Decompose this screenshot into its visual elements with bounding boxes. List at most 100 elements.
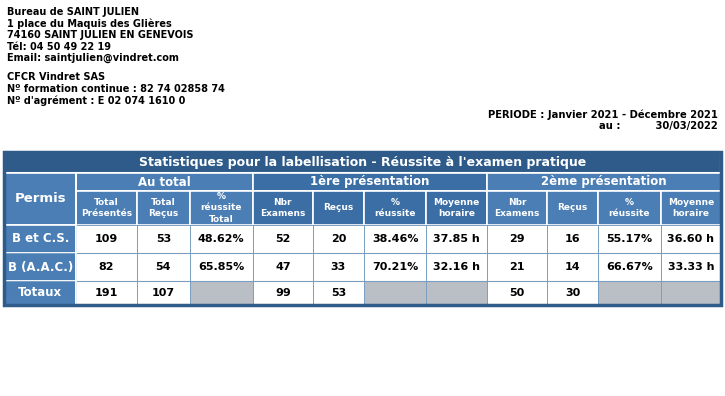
Text: Reçus: Reçus bbox=[558, 204, 588, 213]
Text: 99: 99 bbox=[275, 288, 291, 298]
Text: Permis: Permis bbox=[14, 192, 66, 206]
Bar bbox=[4, 253, 76, 281]
Text: 50: 50 bbox=[510, 288, 525, 298]
Bar bbox=[4, 173, 76, 225]
Bar bbox=[547, 225, 598, 253]
Bar bbox=[486, 191, 547, 225]
Bar bbox=[313, 253, 364, 281]
Bar bbox=[313, 225, 364, 253]
Bar bbox=[252, 191, 313, 225]
Bar bbox=[486, 173, 721, 191]
Bar bbox=[598, 253, 660, 281]
Text: 48.62%: 48.62% bbox=[198, 234, 244, 244]
Text: %
réussite: % réussite bbox=[608, 198, 650, 218]
Text: 38.46%: 38.46% bbox=[372, 234, 418, 244]
Text: Nº formation continue : 82 74 02858 74: Nº formation continue : 82 74 02858 74 bbox=[7, 84, 225, 94]
Bar bbox=[598, 281, 660, 305]
Bar bbox=[4, 281, 76, 305]
Text: 74160 SAINT JULIEN EN GENEVOIS: 74160 SAINT JULIEN EN GENEVOIS bbox=[7, 30, 194, 40]
Bar bbox=[364, 253, 426, 281]
Bar bbox=[76, 173, 252, 191]
Text: 16: 16 bbox=[565, 234, 580, 244]
Bar bbox=[190, 191, 252, 225]
Bar bbox=[137, 191, 190, 225]
Text: 2ème présentation: 2ème présentation bbox=[541, 175, 667, 188]
Text: Au total: Au total bbox=[138, 175, 191, 188]
Text: 66.67%: 66.67% bbox=[606, 262, 653, 272]
Bar bbox=[426, 191, 486, 225]
Text: 36.60 h: 36.60 h bbox=[667, 234, 714, 244]
Text: Statistiques pour la labellisation - Réussite à l'examen pratique: Statistiques pour la labellisation - Réu… bbox=[139, 156, 586, 169]
Bar bbox=[252, 281, 313, 305]
Bar bbox=[137, 253, 190, 281]
Text: 65.85%: 65.85% bbox=[198, 262, 244, 272]
Bar bbox=[76, 191, 137, 225]
Bar bbox=[426, 253, 486, 281]
Bar bbox=[364, 225, 426, 253]
Text: 53: 53 bbox=[156, 234, 171, 244]
Bar bbox=[190, 281, 252, 305]
Text: 1 place du Maquis des Glières: 1 place du Maquis des Glières bbox=[7, 19, 172, 29]
Bar bbox=[486, 253, 547, 281]
Bar bbox=[76, 281, 137, 305]
Bar bbox=[190, 225, 252, 253]
Text: 55.17%: 55.17% bbox=[606, 234, 653, 244]
Text: Reçus: Reçus bbox=[323, 204, 354, 213]
Bar bbox=[598, 191, 660, 225]
Bar bbox=[4, 152, 721, 173]
Text: %
réussite: % réussite bbox=[374, 198, 416, 218]
Text: 20: 20 bbox=[331, 234, 346, 244]
Text: 109: 109 bbox=[95, 234, 118, 244]
Bar bbox=[4, 152, 721, 305]
Text: Moyenne
horaire: Moyenne horaire bbox=[434, 198, 480, 218]
Text: 1ère présentation: 1ère présentation bbox=[310, 175, 429, 188]
Bar bbox=[598, 225, 660, 253]
Bar bbox=[364, 191, 426, 225]
Bar bbox=[137, 281, 190, 305]
Text: 32.16 h: 32.16 h bbox=[433, 262, 480, 272]
Text: PERIODE : Janvier 2021 - Décembre 2021: PERIODE : Janvier 2021 - Décembre 2021 bbox=[488, 109, 718, 120]
Text: 47: 47 bbox=[275, 262, 291, 272]
Text: Bureau de SAINT JULIEN: Bureau de SAINT JULIEN bbox=[7, 7, 139, 17]
Text: %
réussite
Total: % réussite Total bbox=[201, 192, 242, 224]
Text: 33: 33 bbox=[331, 262, 346, 272]
Text: 52: 52 bbox=[276, 234, 291, 244]
Bar bbox=[486, 281, 547, 305]
Text: 82: 82 bbox=[99, 262, 115, 272]
Bar bbox=[313, 281, 364, 305]
Bar bbox=[547, 281, 598, 305]
Text: Nº d'agrément : E 02 074 1610 0: Nº d'agrément : E 02 074 1610 0 bbox=[7, 95, 186, 106]
Bar bbox=[426, 225, 486, 253]
Bar bbox=[660, 225, 721, 253]
Bar bbox=[313, 191, 364, 225]
Bar bbox=[137, 225, 190, 253]
Bar bbox=[190, 253, 252, 281]
Text: 37.85 h: 37.85 h bbox=[434, 234, 480, 244]
Text: Total
Présentés: Total Présentés bbox=[81, 198, 132, 218]
Text: au :          30/03/2022: au : 30/03/2022 bbox=[600, 120, 718, 131]
Text: 30: 30 bbox=[565, 288, 580, 298]
Text: CFCR Vindret SAS: CFCR Vindret SAS bbox=[7, 72, 105, 82]
Bar bbox=[76, 225, 137, 253]
Text: 191: 191 bbox=[95, 288, 118, 298]
Bar bbox=[252, 225, 313, 253]
Text: B (A.A.C.): B (A.A.C.) bbox=[7, 261, 73, 274]
Text: Total
Reçus: Total Reçus bbox=[148, 198, 178, 218]
Bar bbox=[660, 191, 721, 225]
Text: Moyenne
horaire: Moyenne horaire bbox=[668, 198, 714, 218]
Text: 29: 29 bbox=[509, 234, 525, 244]
Text: Tél: 04 50 49 22 19: Tél: 04 50 49 22 19 bbox=[7, 42, 111, 51]
Bar bbox=[76, 253, 137, 281]
Text: 33.33 h: 33.33 h bbox=[668, 262, 714, 272]
Text: 54: 54 bbox=[156, 262, 171, 272]
Bar bbox=[547, 253, 598, 281]
Bar bbox=[426, 281, 486, 305]
Bar bbox=[660, 253, 721, 281]
Bar bbox=[252, 253, 313, 281]
Text: 70.21%: 70.21% bbox=[372, 262, 418, 272]
Text: 107: 107 bbox=[152, 288, 175, 298]
Text: Nbr
Examens: Nbr Examens bbox=[260, 198, 305, 218]
Bar bbox=[4, 225, 76, 253]
Bar bbox=[364, 281, 426, 305]
Text: Email: saintjulien@vindret.com: Email: saintjulien@vindret.com bbox=[7, 53, 179, 63]
